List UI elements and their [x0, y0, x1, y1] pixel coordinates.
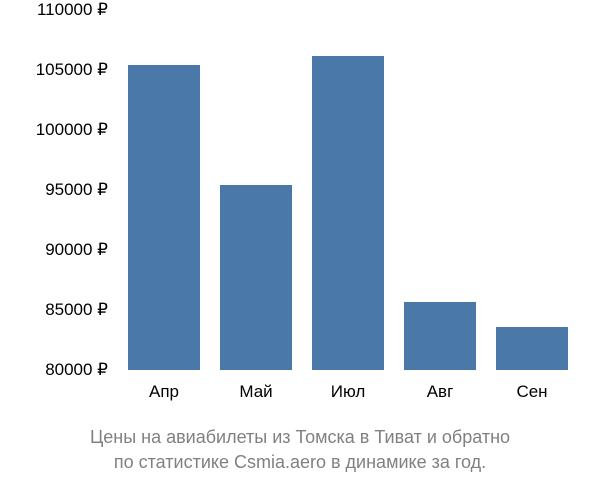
x-tick-label: Июл — [331, 370, 366, 402]
bar — [496, 327, 568, 370]
plot-area: 80000 ₽85000 ₽90000 ₽95000 ₽100000 ₽1050… — [118, 10, 578, 370]
chart-caption: Цены на авиабилеты из Томска в Тиват и о… — [0, 425, 600, 475]
y-tick-label: 85000 ₽ — [45, 300, 118, 320]
y-tick-label: 95000 ₽ — [45, 180, 118, 200]
bar — [220, 185, 292, 370]
bar — [312, 56, 384, 370]
x-tick-label: Авг — [427, 370, 454, 402]
bar — [404, 302, 476, 370]
bar — [128, 65, 200, 370]
caption-line2: по статистике Csmia.aero в динамике за г… — [114, 452, 486, 472]
caption-line1: Цены на авиабилеты из Томска в Тиват и о… — [90, 427, 510, 447]
y-tick-label: 110000 ₽ — [37, 0, 118, 20]
price-chart: 80000 ₽ 85000 ₽ 90000 ₽ 95000 ₽ 100000 ₽ 1050… — [0, 0, 600, 500]
x-tick-label: Май — [239, 370, 272, 402]
x-tick-label: Апр — [149, 370, 179, 402]
y-tick-label: 90000 ₽ — [45, 240, 118, 260]
y-tick-label: 80000 ₽ — [45, 360, 118, 380]
y-tick-label: 100000 ₽ — [36, 120, 118, 140]
x-tick-label: Сен — [516, 370, 547, 402]
y-tick-label: 105000 ₽ — [36, 60, 118, 80]
